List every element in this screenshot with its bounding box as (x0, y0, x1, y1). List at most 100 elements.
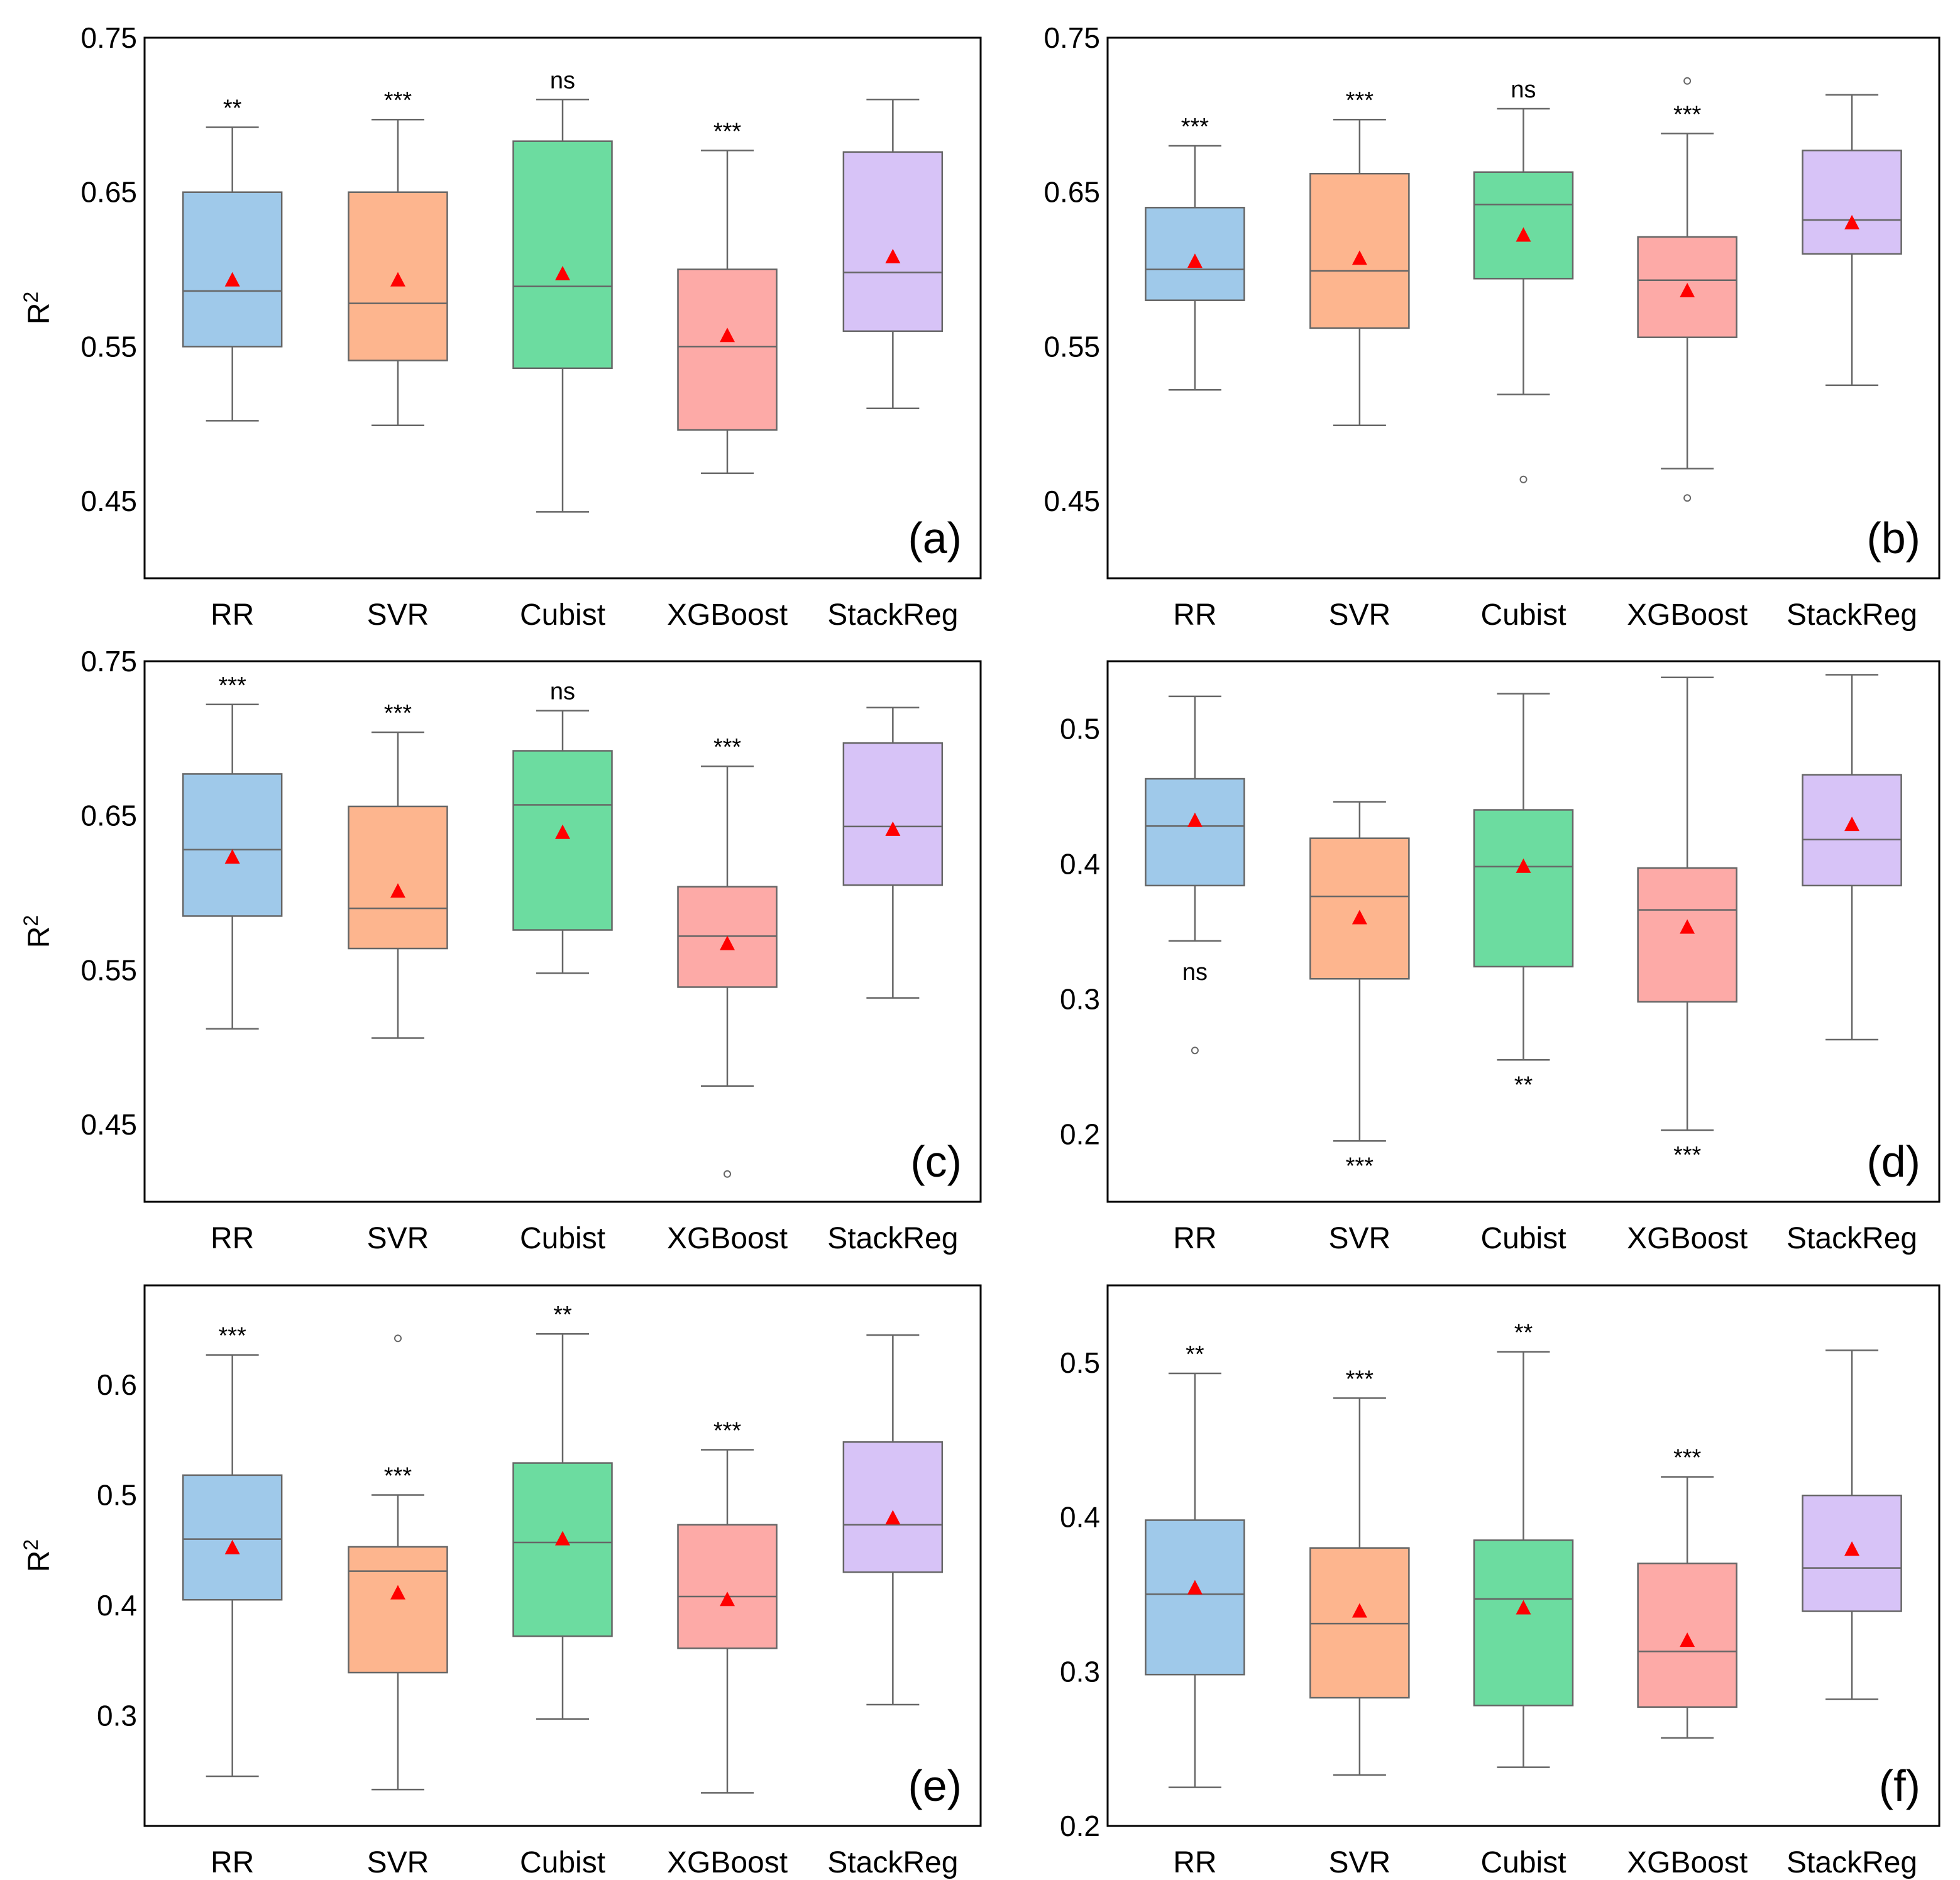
significance-label: ** (1514, 1320, 1533, 1346)
iqr-box (1309, 837, 1410, 980)
mean-triangle-marker (390, 272, 405, 287)
iqr-box (1473, 809, 1574, 968)
significance-label: *** (1673, 1445, 1702, 1471)
x-category-label: XGBoost (1627, 1846, 1748, 1879)
box-xgboost: *** (677, 118, 778, 475)
significance-label: *** (1673, 1142, 1702, 1168)
significance-label: ** (1186, 1341, 1204, 1368)
box-stackreg (842, 706, 944, 999)
panel-e: 0.3 0.4 0.5 0.6 R2 *** RR *** SVR ** Cubist *** XGBo… (19, 1284, 982, 1879)
x-category-label: StackReg (827, 1222, 958, 1255)
panel-label: (a) (908, 514, 962, 563)
y-tick-label: 0.45 (1043, 485, 1100, 517)
iqr-box (182, 191, 283, 348)
mean-triangle-marker (555, 1531, 570, 1546)
x-category-label: SVR (367, 1846, 429, 1879)
panel-label: (c) (910, 1137, 962, 1186)
y-tick-label: 0.5 (97, 1478, 137, 1511)
mean-triangle-marker (1844, 816, 1860, 832)
box-cubist: ns (1473, 77, 1574, 483)
y-tick-label: 0.3 (1060, 1655, 1100, 1688)
y-axis-label: R2 (19, 915, 56, 948)
significance-label: ** (223, 96, 242, 122)
outlier-circle-marker (394, 1334, 402, 1343)
mean-triangle-marker (885, 821, 901, 836)
significance-label: *** (384, 87, 412, 114)
box-rr: *** (182, 1323, 283, 1778)
box-xgboost: *** (1637, 1445, 1737, 1739)
x-category-label: StackReg (1787, 1222, 1917, 1255)
panel-d: 0.2 0.3 0.4 0.5 ns RR *** SVR ** Cubist *** XGBoost… (1060, 660, 1941, 1255)
box-cubist: ns (512, 679, 613, 974)
mean-triangle-marker (1680, 282, 1695, 297)
y-tick-label: 0.4 (1060, 1501, 1100, 1534)
y-tick-label: 0.55 (80, 954, 137, 986)
significance-label: *** (1346, 1153, 1374, 1179)
significance-label: *** (384, 700, 412, 727)
x-category-label: SVR (1329, 1846, 1391, 1879)
box-svr: *** (348, 700, 448, 1039)
mean-triangle-marker (885, 248, 901, 263)
y-tick-label: 0.45 (80, 1108, 137, 1141)
iqr-box (677, 1524, 778, 1649)
mean-triangle-marker (1680, 919, 1695, 934)
box-rr: ** (182, 96, 283, 422)
significance-label: ** (553, 1302, 572, 1328)
panel-b: 0.45 0.55 0.65 0.75 *** RR *** SVR ns Cubist *** XG… (1043, 21, 1941, 632)
significance-label: *** (218, 673, 246, 699)
x-category-label: XGBoost (1627, 1222, 1748, 1255)
box-xgboost: *** (1637, 676, 1737, 1168)
y-tick-label: 0.5 (1060, 713, 1100, 745)
x-category-label: RR (1173, 598, 1216, 632)
iqr-box (512, 750, 613, 931)
significance-label: *** (1673, 101, 1702, 128)
significance-label: ns (550, 679, 575, 705)
significance-label: ns (1511, 77, 1536, 103)
panel-label: (b) (1866, 514, 1920, 563)
box-cubist: ** (1473, 1320, 1574, 1768)
x-category-label: RR (211, 1222, 254, 1255)
x-category-label: Cubist (520, 1846, 605, 1879)
box-cubist: ** (1473, 693, 1574, 1098)
x-category-label: Cubist (520, 598, 605, 632)
box-svr: *** (1309, 801, 1410, 1179)
plot-frame (143, 660, 982, 1203)
box-svr: *** (1309, 1366, 1410, 1776)
panel-c: 0.45 0.55 0.65 0.75 R2 *** RR *** SVR ns Cubist ***… (19, 645, 982, 1255)
y-tick-label: 0.75 (1043, 21, 1100, 54)
x-category-label: RR (1173, 1846, 1216, 1879)
significance-label: ns (1182, 959, 1208, 986)
iqr-box (348, 805, 448, 950)
y-tick-label: 0.4 (1060, 848, 1100, 881)
iqr-box (1473, 1539, 1574, 1707)
mean-triangle-marker (224, 1539, 240, 1554)
iqr-box (842, 742, 944, 886)
y-tick-label: 0.45 (80, 485, 137, 517)
significance-label: *** (1346, 87, 1374, 114)
x-category-label: RR (1173, 1222, 1216, 1255)
mean-triangle-marker (720, 327, 735, 343)
y-tick-label: 0.2 (1060, 1810, 1100, 1842)
mean-triangle-marker (720, 1591, 735, 1607)
mean-triangle-marker (390, 883, 405, 898)
outlier-circle-marker (1191, 1047, 1199, 1055)
x-category-label: SVR (367, 1222, 429, 1255)
significance-label: *** (713, 118, 742, 145)
mean-triangle-marker (1187, 1580, 1203, 1595)
significance-label: *** (1181, 114, 1209, 140)
box-xgboost: *** (677, 734, 778, 1178)
box-stackreg (1802, 94, 1902, 387)
iqr-box (512, 1462, 613, 1637)
iqr-box (182, 1474, 283, 1601)
mean-triangle-marker (224, 272, 240, 287)
iqr-box (348, 1546, 448, 1674)
iqr-box (1145, 778, 1245, 887)
outlier-circle-marker (1519, 475, 1528, 483)
panel-label: (d) (1866, 1137, 1920, 1186)
box-rr: ns (1145, 695, 1245, 1055)
x-category-label: RR (211, 598, 254, 632)
box-rr: *** (182, 673, 283, 1030)
significance-label: *** (713, 734, 742, 761)
x-category-label: Cubist (1480, 1222, 1566, 1255)
significance-label: *** (1346, 1366, 1374, 1392)
